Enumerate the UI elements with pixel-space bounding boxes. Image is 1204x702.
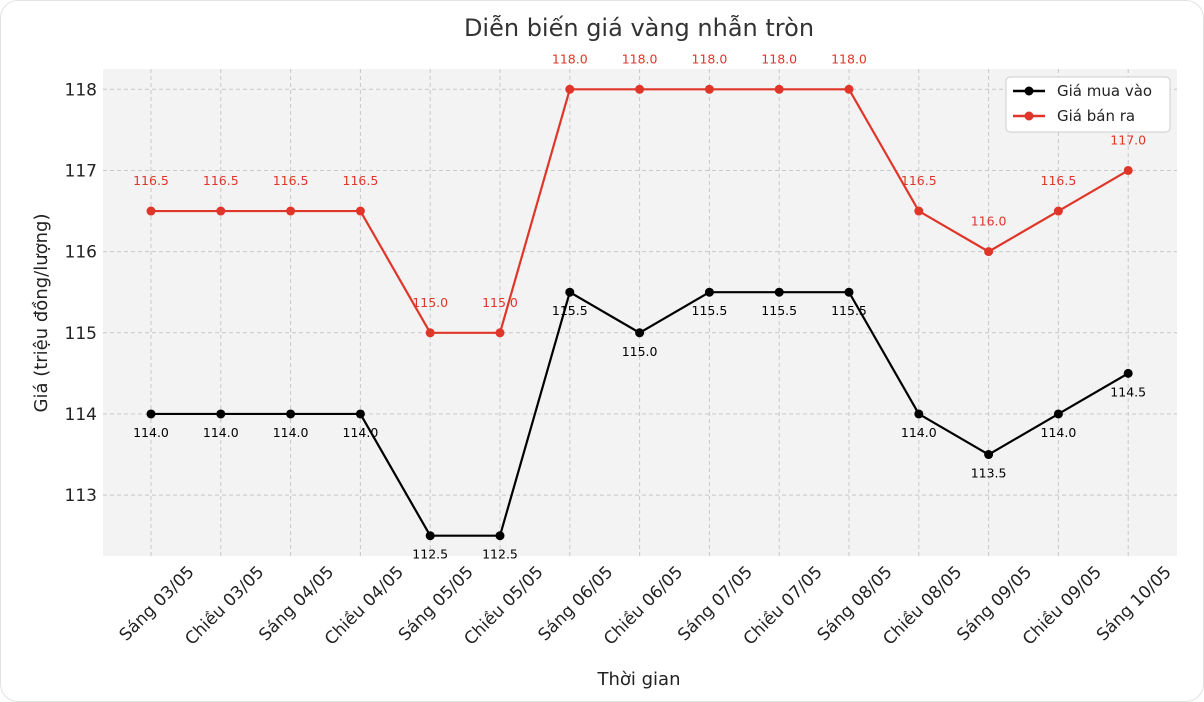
data-label-sell: 118.0 (622, 51, 658, 66)
series-marker-sell (984, 247, 994, 257)
series-marker-buy (1053, 409, 1063, 419)
data-label-sell: 118.0 (552, 51, 588, 66)
data-labels: 114.0 114.0 114.0 114.0 112.5 112.5 115.5 115.0… (133, 51, 1146, 561)
series-marker-buy (774, 287, 784, 297)
y-tick-label: 114 (65, 405, 97, 425)
x-axis-label: Thời gian (596, 669, 680, 690)
data-label-buy: 112.5 (412, 547, 448, 562)
series-marker-sell (146, 206, 156, 216)
series-marker-sell (355, 206, 365, 216)
data-label-sell: 118.0 (831, 51, 867, 66)
data-label-sell: 116.5 (901, 173, 937, 188)
data-label-sell: 116.5 (273, 173, 309, 188)
y-tick-label: 116 (65, 243, 97, 263)
series-marker-buy (216, 409, 226, 419)
data-label-buy: 112.5 (482, 547, 518, 562)
series-marker-buy (844, 287, 854, 297)
series-marker-sell (425, 328, 435, 338)
data-label-buy: 114.5 (1110, 384, 1146, 399)
legend: Giá mua vào Giá bán ra (1005, 76, 1171, 133)
data-label-buy: 114.0 (273, 425, 309, 440)
series-marker-sell (1053, 206, 1063, 216)
series-marker-buy (914, 409, 924, 419)
legend-marker-sell (1024, 111, 1034, 121)
data-label-sell: 116.5 (1041, 173, 1077, 188)
series-marker-buy (565, 287, 575, 297)
data-label-sell: 115.0 (482, 295, 518, 310)
data-label-buy: 115.5 (552, 303, 588, 318)
data-label-buy: 113.5 (971, 466, 1007, 481)
data-label-buy: 114.0 (1041, 425, 1077, 440)
plot-area (103, 69, 1177, 556)
series-marker-buy (635, 328, 645, 338)
series-marker-buy (984, 450, 994, 460)
series-marker-sell (844, 84, 854, 94)
y-tick-label: 113 (65, 486, 97, 506)
data-label-sell: 116.0 (971, 214, 1007, 229)
data-label-buy: 115.5 (761, 303, 797, 318)
data-label-buy: 115.0 (622, 344, 658, 359)
series-marker-sell (914, 206, 924, 216)
data-label-buy: 114.0 (343, 425, 379, 440)
series-layer (146, 84, 1133, 541)
data-label-buy: 114.0 (133, 425, 169, 440)
x-tick-label: Sáng 10/05 (1093, 562, 1176, 645)
y-tick-label: 117 (65, 161, 97, 181)
series-marker-sell (774, 84, 784, 94)
y-axis-ticks: 113 114 115 116 117 118 (65, 80, 97, 506)
series-marker-buy (146, 409, 156, 419)
series-marker-sell (1123, 165, 1133, 175)
y-tick-label: 115 (65, 324, 97, 344)
data-label-sell: 116.5 (203, 173, 239, 188)
legend-marker-buy (1024, 86, 1034, 96)
data-label-buy: 115.5 (831, 303, 867, 318)
legend-label-sell: Giá bán ra (1057, 107, 1135, 125)
series-marker-buy (286, 409, 296, 419)
y-tick-label: 118 (65, 80, 97, 100)
y-axis-label: Giá (triệu đồng/lượng) (31, 213, 52, 412)
series-marker-sell (216, 206, 226, 216)
series-marker-buy (704, 287, 714, 297)
data-label-sell: 118.0 (761, 51, 797, 66)
data-label-buy: 114.0 (901, 425, 937, 440)
series-marker-sell (565, 84, 575, 94)
legend-label-buy: Giá mua vào (1057, 82, 1152, 100)
data-label-sell: 115.0 (412, 295, 448, 310)
series-marker-sell (704, 84, 714, 94)
data-label-sell: 116.5 (133, 173, 169, 188)
series-marker-buy (1123, 368, 1133, 378)
series-marker-buy (495, 531, 505, 541)
legend-box (1005, 76, 1171, 133)
series-marker-sell (286, 206, 296, 216)
data-label-sell: 117.0 (1110, 132, 1146, 147)
series-marker-buy (355, 409, 365, 419)
series-marker-sell (635, 84, 645, 94)
data-label-sell: 118.0 (692, 51, 728, 66)
data-label-buy: 114.0 (203, 425, 239, 440)
data-label-buy: 115.5 (692, 303, 728, 318)
data-label-sell: 116.5 (343, 173, 379, 188)
series-marker-buy (425, 531, 435, 541)
chart-title: Diễn biến giá vàng nhẫn tròn (464, 13, 814, 42)
series-marker-sell (495, 328, 505, 338)
